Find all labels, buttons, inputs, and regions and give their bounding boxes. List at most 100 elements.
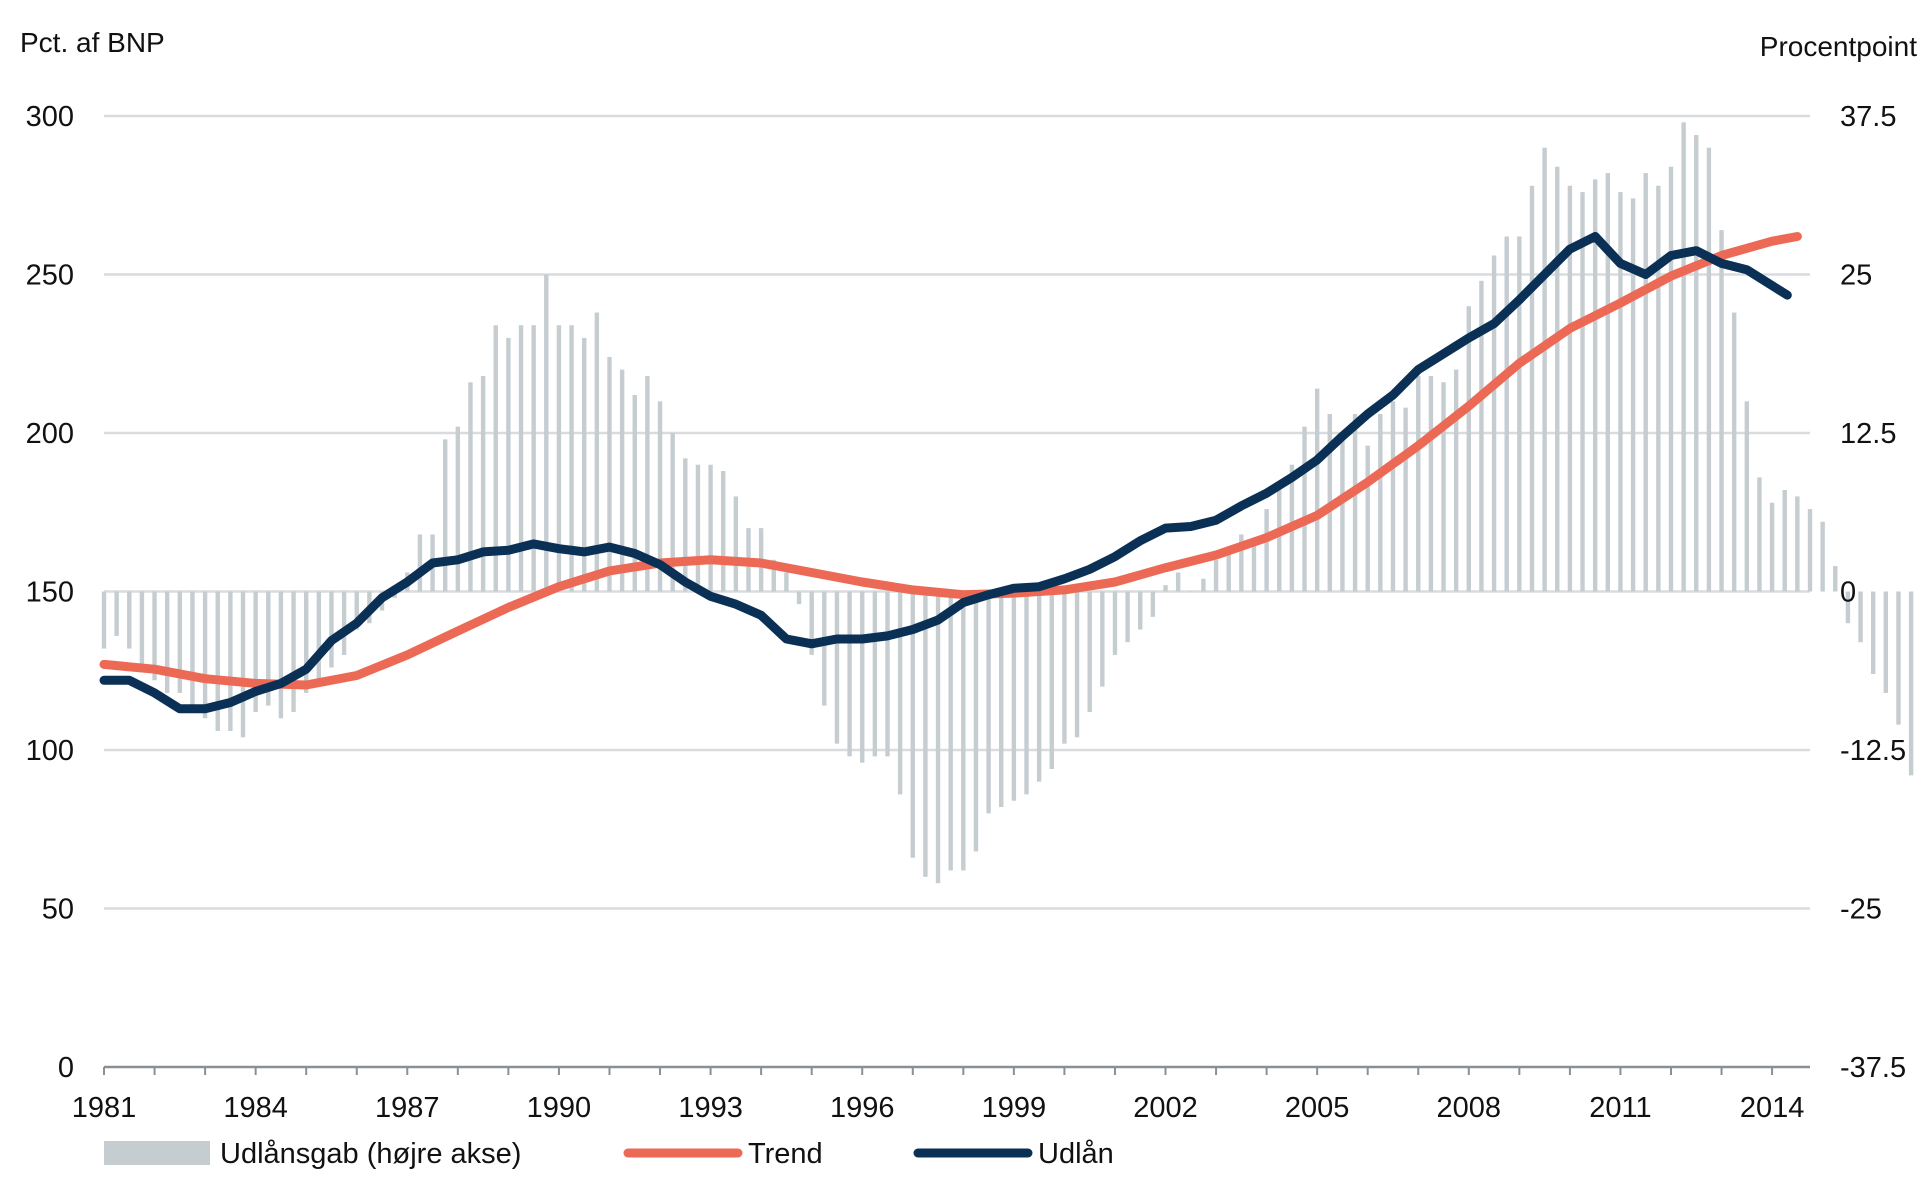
bar xyxy=(468,382,473,592)
bar xyxy=(834,591,840,744)
bar xyxy=(1870,591,1876,674)
bar xyxy=(923,591,928,877)
bar xyxy=(152,591,157,681)
bar xyxy=(101,591,107,649)
line-udlan xyxy=(99,232,1792,714)
bar xyxy=(885,591,890,757)
bar xyxy=(1858,591,1863,643)
bar xyxy=(354,591,359,630)
bar xyxy=(1845,591,1851,624)
bar xyxy=(303,591,309,693)
bar xyxy=(1226,553,1231,592)
bar xyxy=(506,337,511,592)
bar xyxy=(733,496,739,592)
bar xyxy=(695,464,701,592)
x-tick-label: 2008 xyxy=(1437,1092,1502,1124)
bar xyxy=(1150,591,1156,617)
bar xyxy=(1011,591,1017,801)
y-left-tick-label: 100 xyxy=(26,735,74,767)
x-tick-label: 1996 xyxy=(830,1092,895,1124)
bar xyxy=(1428,375,1434,592)
bar xyxy=(1479,280,1484,592)
bar xyxy=(190,591,195,706)
bar xyxy=(1529,185,1535,592)
bar xyxy=(645,375,650,592)
bar xyxy=(619,369,625,592)
y-left-tick-label: 300 xyxy=(26,101,74,133)
bar xyxy=(1694,135,1699,592)
x-tick-label: 1987 xyxy=(375,1092,440,1124)
bar xyxy=(721,471,726,592)
y-right-tick-label: 25 xyxy=(1840,260,1872,292)
bar xyxy=(1125,591,1130,643)
bar xyxy=(1668,166,1674,592)
x-tick-label: 1981 xyxy=(72,1092,137,1124)
bar xyxy=(531,325,536,592)
y-right-tick-label: 37.5 xyxy=(1840,101,1896,133)
y-left-tick-label: 0 xyxy=(58,1052,74,1084)
bar xyxy=(1491,255,1497,592)
bar xyxy=(1757,477,1762,592)
bar xyxy=(139,591,145,668)
bar xyxy=(847,591,852,757)
bar xyxy=(910,591,915,858)
bar xyxy=(1112,591,1118,655)
bar xyxy=(961,591,966,871)
bar xyxy=(796,591,802,605)
y-right-tick-label: -37.5 xyxy=(1840,1052,1906,1084)
bar xyxy=(1365,445,1370,592)
bar xyxy=(582,337,587,592)
bar xyxy=(228,591,233,731)
bar xyxy=(291,591,296,712)
bar xyxy=(1592,179,1598,592)
bar xyxy=(1163,585,1168,592)
bar xyxy=(1731,312,1737,592)
bar xyxy=(1883,591,1889,693)
bar xyxy=(544,274,549,592)
bar xyxy=(1833,566,1838,592)
legend-swatch xyxy=(104,1141,210,1165)
legend-label: Udlån xyxy=(1038,1138,1114,1170)
bar xyxy=(127,591,132,649)
bar xyxy=(594,312,600,592)
bar xyxy=(1416,375,1421,592)
bar xyxy=(999,591,1004,808)
bar xyxy=(1049,591,1054,770)
bar xyxy=(1074,591,1080,738)
bar xyxy=(1378,413,1383,592)
x-tick-label: 2011 xyxy=(1589,1092,1651,1124)
bar xyxy=(1390,401,1396,592)
bar xyxy=(1580,192,1585,592)
bar xyxy=(341,591,347,655)
x-axis xyxy=(103,1065,1810,1075)
bar xyxy=(455,426,461,592)
bar xyxy=(897,591,903,795)
y-left-tick-label: 200 xyxy=(26,418,74,450)
bar xyxy=(1643,173,1648,592)
bar xyxy=(1201,578,1206,592)
y-left-tick-label: 150 xyxy=(26,577,74,609)
bar xyxy=(1744,401,1750,592)
bar xyxy=(1466,306,1471,592)
y-right-tick-label: 12.5 xyxy=(1840,418,1896,450)
bar xyxy=(1618,192,1623,592)
bar xyxy=(1795,496,1800,592)
bar xyxy=(1024,591,1029,795)
legend-label: Udlånsgab (højre akse) xyxy=(220,1138,521,1170)
bar xyxy=(1352,413,1358,592)
bar xyxy=(657,401,663,592)
bar xyxy=(569,325,574,592)
bar xyxy=(708,464,713,592)
bar xyxy=(1896,591,1901,725)
bar xyxy=(1213,559,1219,592)
bar xyxy=(860,591,865,763)
bar xyxy=(1251,540,1257,592)
bar xyxy=(253,591,258,712)
bar xyxy=(417,534,423,592)
bar xyxy=(316,591,322,681)
bar xyxy=(1656,185,1661,592)
bar xyxy=(329,591,334,668)
bar xyxy=(518,325,524,592)
x-tick-label: 1993 xyxy=(678,1092,743,1124)
bar xyxy=(1264,509,1269,592)
